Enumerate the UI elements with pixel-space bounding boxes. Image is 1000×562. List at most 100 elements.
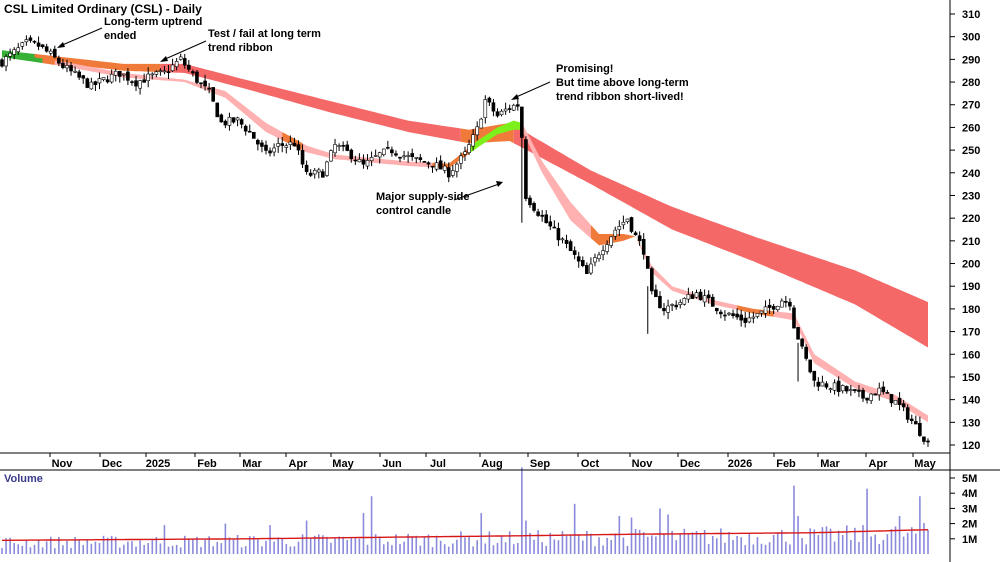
price-bar-body — [269, 151, 272, 153]
price-bar-body — [898, 398, 901, 405]
price-bar-body — [683, 298, 686, 304]
price-bar-body — [468, 145, 471, 153]
price-bar-body — [841, 385, 844, 390]
price-bar-body — [736, 314, 739, 317]
price-bar — [195, 70, 198, 84]
price-bar-body — [264, 145, 267, 150]
price-bar-body — [57, 58, 60, 63]
price-bar-body — [809, 360, 812, 372]
price-bar-body — [171, 65, 174, 71]
price-bar-body — [480, 119, 483, 128]
time-tick-label: Nov — [632, 458, 654, 470]
time-tick-label: 2026 — [728, 458, 752, 470]
price-bar-body — [309, 173, 312, 175]
price-tick-label: 250 — [962, 145, 980, 157]
price-bar-body — [642, 239, 645, 254]
price-bar-body — [248, 131, 251, 132]
price-tick-label: 240 — [962, 168, 980, 180]
price-bar — [86, 78, 89, 88]
price-bar-body — [581, 260, 584, 265]
price-bar-body — [634, 233, 637, 235]
price-bar-body — [691, 295, 694, 299]
price-bar-body — [65, 66, 68, 68]
price-bar-body — [675, 305, 678, 307]
price-bar-body — [732, 314, 735, 316]
price-bar-body — [447, 168, 450, 177]
price-tick-label: 120 — [962, 440, 980, 452]
price-bar-body — [610, 237, 613, 246]
price-bar-body — [894, 400, 897, 404]
price-bar-body — [813, 371, 816, 380]
price-bar-body — [776, 306, 779, 309]
price-bar-body — [415, 157, 418, 158]
price-bar-body — [663, 308, 666, 311]
price-bar-body — [82, 76, 85, 79]
price-bar-body — [484, 99, 487, 117]
price-bar-body — [764, 307, 767, 313]
price-bar-body — [277, 143, 280, 146]
price-bar-body — [212, 87, 215, 101]
price-tick-label: 280 — [962, 77, 980, 89]
volume-tick-label: 4M — [962, 488, 977, 500]
price-bar-body — [573, 251, 576, 255]
price-tick-label: 140 — [962, 395, 980, 407]
price-bar-body — [200, 83, 203, 84]
price-bar-body — [419, 158, 422, 160]
price-bar-body — [244, 126, 247, 131]
price-bar-body — [281, 144, 284, 146]
price-bar-body — [29, 38, 32, 41]
price-bar-body — [512, 105, 515, 110]
price-bar-body — [533, 203, 536, 210]
volume-tick-label: 5M — [962, 473, 977, 485]
time-tick-label: Feb — [197, 458, 217, 470]
annotation-text-line: Major supply-side — [376, 191, 470, 203]
price-bar-body — [853, 389, 856, 390]
price-bar-body — [756, 313, 759, 316]
price-bar-body — [504, 109, 507, 111]
price-bar-body — [224, 121, 227, 125]
time-tick-label: Mar — [820, 458, 840, 470]
price-bar-body — [13, 50, 16, 55]
price-bar-body — [208, 88, 211, 89]
price-bar-body — [914, 421, 917, 424]
price-bar-body — [829, 389, 832, 390]
price-bar-body — [25, 40, 28, 42]
price-bar-body — [752, 317, 755, 318]
price-bar-body — [496, 112, 499, 116]
price-bar-body — [191, 72, 194, 73]
price-bar-body — [403, 156, 406, 157]
price-bar-body — [723, 315, 726, 316]
price-bar-body — [833, 383, 836, 390]
price-bar-body — [423, 161, 426, 162]
price-bar-body — [45, 47, 48, 52]
price-bar — [650, 267, 653, 295]
volume-tick-label: 1M — [962, 534, 977, 546]
price-bar-body — [122, 74, 125, 75]
time-tick-label: May — [914, 458, 936, 470]
price-bar-body — [390, 150, 393, 153]
price-bar-body — [260, 143, 263, 147]
price-bar-body — [565, 240, 568, 243]
price-bar — [325, 161, 328, 177]
price-bar-body — [792, 308, 795, 328]
price-bar-body — [159, 71, 162, 72]
time-tick-label: 2025 — [146, 458, 170, 470]
price-bar — [252, 132, 255, 138]
price-bar-body — [179, 57, 182, 60]
price-bar-body — [317, 170, 320, 172]
price-bar-body — [748, 318, 751, 322]
price-bar-body — [707, 295, 710, 298]
price-bar-body — [589, 264, 592, 273]
price-bar-body — [443, 166, 446, 170]
annotation-text-line: ended — [104, 30, 136, 42]
price-bar — [216, 102, 219, 117]
price-bar-body — [817, 382, 820, 386]
price-tick-label: 200 — [962, 259, 980, 271]
price-bar-body — [74, 71, 77, 72]
price-bar-body — [135, 81, 138, 86]
price-bar-body — [301, 150, 304, 164]
price-bar-body — [110, 74, 113, 82]
price-bar-body — [857, 390, 860, 391]
price-bar-body — [890, 394, 893, 403]
